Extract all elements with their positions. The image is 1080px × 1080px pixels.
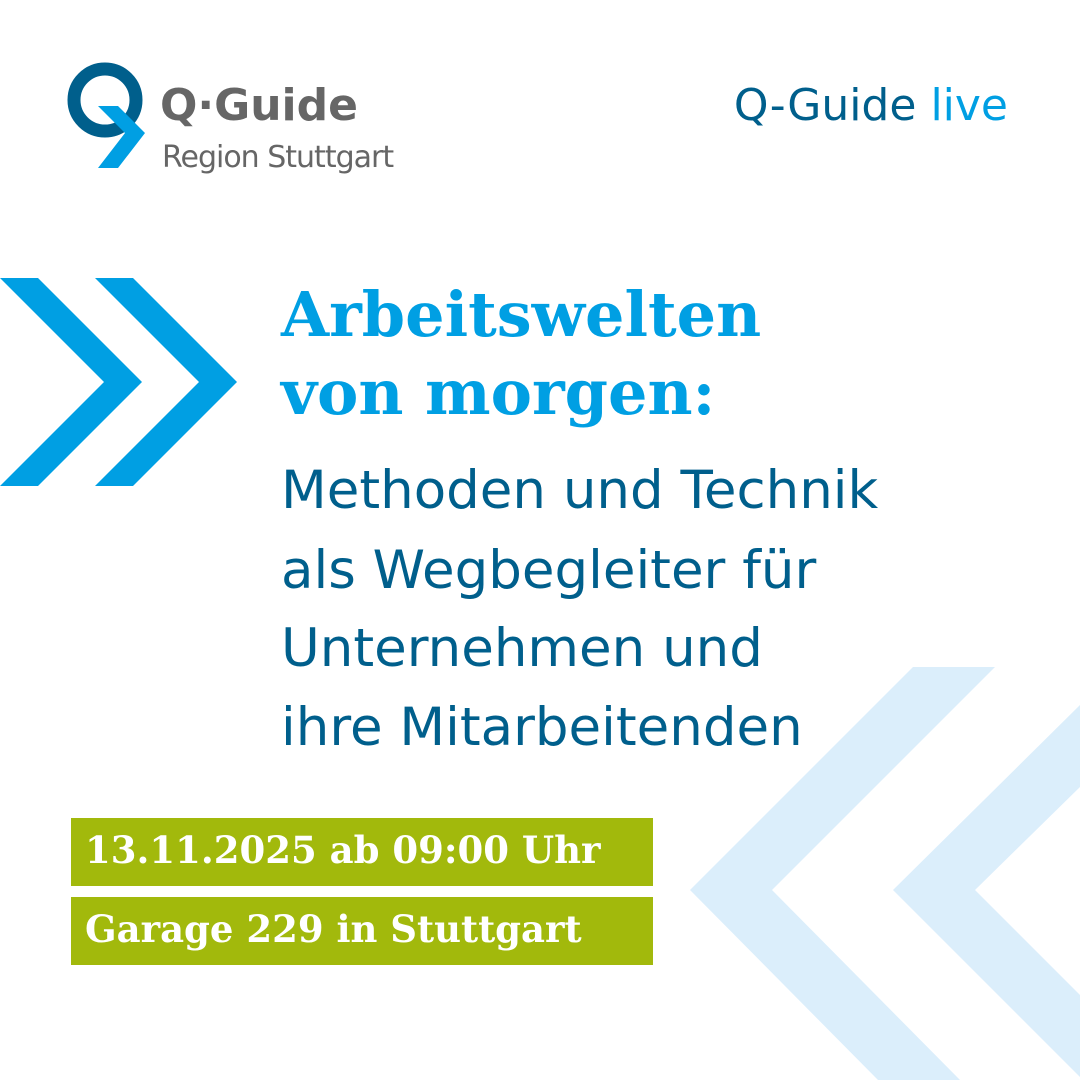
event-location-badge: Garage 229 in Stuttgart [71,897,653,965]
series-accent: live [930,80,1008,131]
subheadline-line: als Wegbegleiter für [281,540,817,601]
logo-title: Q·Guide [160,80,358,131]
subheadline-line: ihre Mitarbeitenden [281,697,803,758]
q-guide-logo-icon [67,62,145,168]
chevron-left-icon [690,667,995,1080]
series-prefix: Q-Guide [733,80,917,131]
logo-subtitle: Region Stuttgart [162,140,394,175]
event-location: Garage 229 in Stuttgart [85,907,582,951]
headline-line: von morgen: [281,356,716,429]
event-date-badge: 13.11.2025 ab 09:00 Uhr [71,818,653,886]
headline-line: Arbeitswelten [281,278,762,351]
chevron-left-icon [893,705,1080,1077]
event-date: 13.11.2025 ab 09:00 Uhr [85,828,601,872]
chevron-right-icon [95,278,237,486]
subheadline-line: Unternehmen und [281,618,763,679]
subheadline-line: Methoden und Technik [281,460,879,521]
series-label: Q-Guide live [734,80,1008,131]
chevron-right-icon [0,278,142,486]
